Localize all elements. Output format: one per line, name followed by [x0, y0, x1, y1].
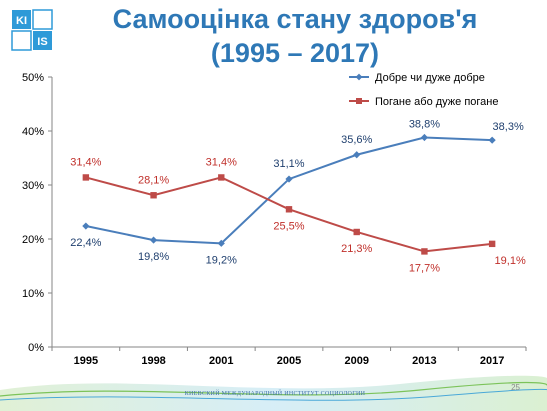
x-tick-label: 2017 [480, 355, 504, 367]
footer-decoration [0, 375, 547, 411]
chart-axes: 0% 10% 20% 30% 40% 50% 1995 1998 2001 2005 2009 201… [22, 72, 527, 367]
data-label: 31,4% [70, 156, 101, 168]
page-number: 25 [511, 383, 520, 392]
data-point-square [488, 240, 496, 248]
data-point-square [353, 228, 360, 236]
data-point-square [150, 192, 157, 199]
data-label: 21,3% [341, 243, 372, 255]
legend-marker-square [356, 98, 362, 104]
y-tick-label: 50% [22, 72, 44, 84]
data-label: 38,8% [409, 118, 440, 130]
data-point-diamond [285, 175, 293, 183]
y-tick-label: 10% [22, 288, 44, 300]
kiis-logo: KI IS [10, 8, 54, 52]
legend-label: Погане або дуже погане [375, 96, 498, 108]
data-label: 19,8% [138, 251, 169, 263]
y-tick-label: 0% [28, 342, 44, 354]
data-label: 28,1% [138, 174, 169, 186]
data-label: 25,5% [273, 220, 304, 232]
y-tick-label: 30% [22, 180, 44, 192]
x-tick-label: 1995 [74, 355, 98, 367]
series-good: 22,4% 19,8% 19,2% 31,1% 35,6% 38,8% 38,3% [70, 118, 524, 266]
data-label: 22,4% [70, 237, 101, 249]
data-point-diamond [353, 151, 361, 159]
data-label: 31,4% [206, 156, 237, 168]
data-point-square [218, 174, 225, 181]
series-bad: 31,4% 28,1% 31,4% 25,5% 21,3% 17,7% 19,1% [70, 156, 526, 274]
logo-square-bottom-right [33, 31, 52, 50]
x-tick-label: 2005 [277, 355, 301, 367]
legend-item: Добре чи дуже добре [349, 72, 485, 84]
x-tick-label: 2013 [412, 355, 436, 367]
data-point-diamond [82, 222, 90, 230]
data-label: 31,1% [273, 158, 304, 170]
logo-square-top-left [12, 10, 31, 29]
legend-marker-diamond [355, 73, 363, 81]
data-label: 38,3% [493, 121, 524, 133]
data-label: 35,6% [341, 134, 372, 146]
chart-series: 22,4% 19,8% 19,2% 31,1% 35,6% 38,8% 38,3% 31,4%… [70, 118, 526, 274]
data-point-square [82, 174, 90, 181]
y-tick-label: 20% [22, 234, 44, 246]
x-tick-label: 1998 [141, 355, 165, 367]
logo-square-top-right [32, 9, 53, 30]
data-point-diamond [149, 236, 158, 244]
series-line [85, 176, 493, 253]
footer-org-name: КИЕВСКИЙ МЕЖДУНАРОДНЫЙ ИНСТИТУТ СОЦИОЛОГ… [184, 391, 366, 397]
x-tick-label: 2001 [209, 355, 233, 367]
data-point-diamond [217, 239, 225, 247]
y-tick-label: 40% [22, 126, 44, 138]
data-point-diamond [420, 133, 429, 142]
chart-legend: Добре чи дуже добре Погане або дуже поган… [349, 72, 498, 108]
data-label: 19,1% [495, 255, 526, 267]
legend-item: Погане або дуже погане [349, 96, 498, 108]
title-line-2: (1995 – 2017) [210, 38, 380, 68]
data-point-square [421, 248, 428, 255]
logo-text-top: KI [16, 15, 27, 27]
page-title: Самооцінка стану здоров'я (1995 – 2017) [60, 2, 530, 70]
logo-text-bottom: IS [37, 36, 47, 48]
data-label: 17,7% [409, 262, 440, 274]
data-point-square [285, 206, 293, 213]
x-tick-label: 2009 [344, 355, 368, 367]
title-line-1: Самооцінка стану здоров'я [112, 4, 478, 34]
logo-square-bottom-left [11, 30, 32, 51]
data-point-diamond [488, 136, 496, 144]
data-label: 19,2% [206, 254, 237, 266]
legend-label: Добре чи дуже добре [375, 72, 485, 84]
